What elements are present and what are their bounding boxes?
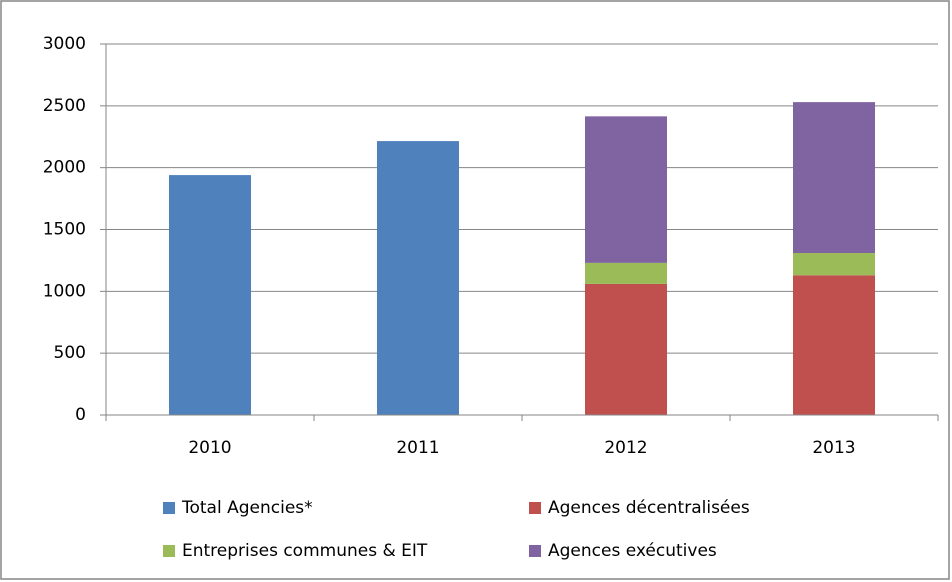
y-tick-label: 2500 <box>43 96 86 116</box>
y-tick-label: 1500 <box>43 220 86 240</box>
legend-label: Total Agencies* <box>181 498 313 518</box>
x-tick-label: 2013 <box>812 438 855 458</box>
bar-segment <box>377 141 459 415</box>
legend-label: Entreprises communes & EIT <box>182 541 428 561</box>
y-tick-label: 3000 <box>43 34 86 54</box>
y-tick-label: 0 <box>75 405 86 425</box>
legend-label: Agences décentralisées <box>548 498 750 518</box>
y-tick-label: 2000 <box>43 158 86 178</box>
y-tick-label: 500 <box>54 343 86 363</box>
y-tick-label: 1000 <box>43 281 86 301</box>
bar-segment <box>585 116 667 263</box>
bar-segment <box>585 262 667 284</box>
bar-segment <box>585 283 667 415</box>
legend-swatch <box>163 545 175 557</box>
x-tick-label: 2011 <box>396 438 439 458</box>
legend-swatch <box>529 502 541 514</box>
x-tick-label: 2012 <box>604 438 647 458</box>
legend-label: Agences exécutives <box>548 541 717 561</box>
bar-segment <box>793 275 875 415</box>
legend-swatch <box>163 502 175 514</box>
x-tick-label: 2010 <box>188 438 231 458</box>
bar-segment <box>793 252 875 276</box>
bar-segment <box>169 175 251 415</box>
legend-swatch <box>529 545 541 557</box>
bar-segment <box>793 102 875 253</box>
